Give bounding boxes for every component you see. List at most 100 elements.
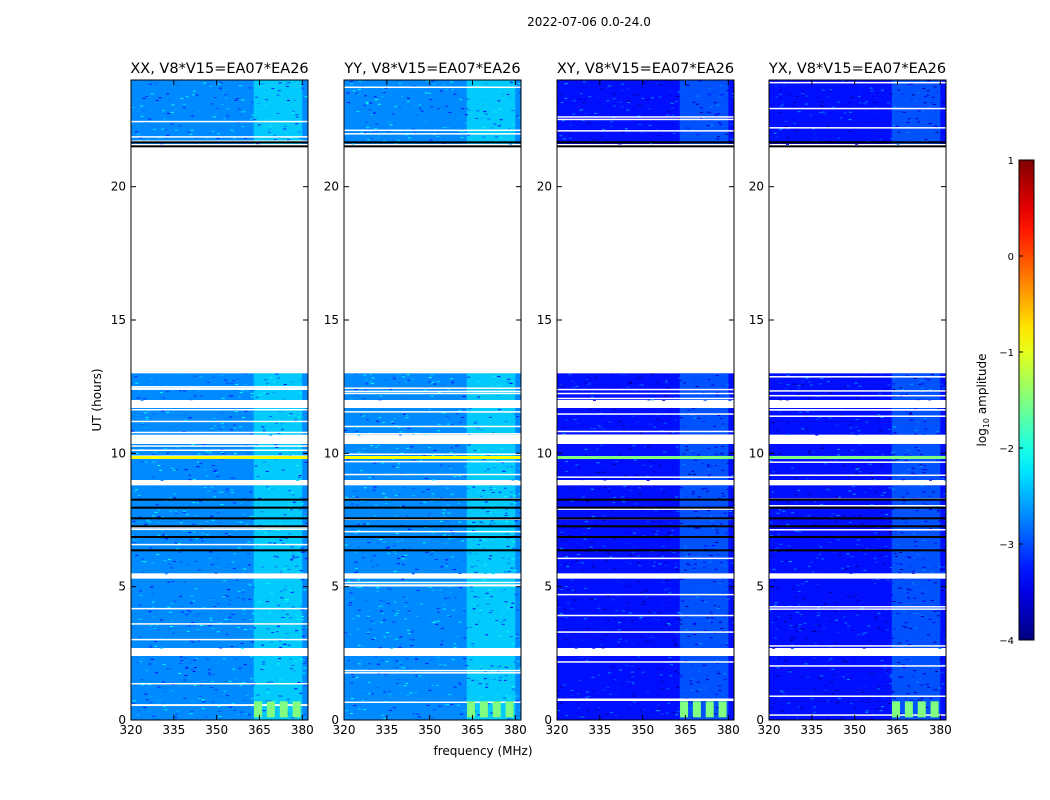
noise-speckle [376, 564, 380, 566]
noise-speckle [794, 478, 798, 480]
noise-speckle [370, 629, 374, 631]
noise-speckle [270, 596, 274, 598]
noise-speckle [137, 604, 141, 606]
noise-speckle [639, 485, 643, 487]
noise-speckle [836, 580, 840, 582]
noise-speckle [454, 597, 458, 599]
noise-speckle [725, 642, 729, 644]
noise-speckle [728, 519, 732, 521]
noise-speckle [640, 616, 644, 618]
noise-speckle [617, 706, 621, 708]
noise-speckle [371, 566, 375, 568]
noise-speckle [649, 416, 653, 418]
noise-speckle [205, 451, 209, 453]
noise-speckle [634, 478, 638, 480]
noise-speckle [717, 677, 721, 679]
noise-speckle [933, 451, 937, 453]
noise-speckle [436, 620, 440, 622]
noise-speckle [559, 135, 563, 137]
noise-speckle [593, 598, 597, 600]
noise-speckle [690, 451, 694, 453]
noise-speckle [352, 678, 356, 680]
noise-speckle [935, 91, 939, 93]
noise-speckle [457, 445, 461, 447]
noise-speckle [214, 469, 218, 471]
noise-speckle [848, 490, 852, 492]
noise-speckle [483, 564, 487, 566]
noise-speckle [355, 92, 359, 94]
noise-speckle [431, 493, 435, 495]
noise-speckle [885, 629, 889, 631]
noise-speckle [779, 640, 783, 642]
noise-speckle [836, 539, 840, 541]
noise-speckle [608, 85, 612, 87]
noise-speckle [816, 396, 820, 398]
noise-speckle [773, 550, 777, 552]
noise-speckle [189, 399, 193, 401]
noise-speckle [720, 453, 724, 455]
noise-speckle [273, 381, 277, 383]
noise-speckle [627, 543, 631, 545]
noise-speckle [382, 422, 386, 424]
noise-speckle [715, 662, 719, 664]
noise-speckle [472, 603, 476, 605]
noise-speckle [579, 686, 583, 688]
noise-speckle [506, 93, 510, 95]
noise-speckle [478, 539, 482, 541]
noise-speckle [674, 478, 678, 480]
noise-speckle [624, 129, 628, 131]
noise-speckle [590, 617, 594, 619]
noise-speckle [515, 100, 519, 102]
noise-speckle [882, 459, 886, 461]
noise-speckle [487, 669, 491, 671]
noise-speckle [135, 452, 139, 454]
noise-speckle [897, 131, 901, 133]
noise-speckle [711, 527, 715, 529]
noise-speckle [432, 83, 436, 85]
noise-speckle [484, 113, 488, 115]
noise-speckle [942, 566, 946, 568]
noise-speckle [703, 687, 707, 689]
noise-speckle [805, 686, 809, 688]
noise-speckle [467, 677, 471, 679]
noise-speckle [652, 618, 656, 620]
noise-speckle [201, 699, 205, 701]
noise-speckle [718, 685, 722, 687]
noise-speckle [814, 524, 818, 526]
noise-speckle [726, 532, 730, 534]
noise-speckle [500, 621, 504, 623]
noise-speckle [650, 566, 654, 568]
noise-speckle [787, 702, 791, 704]
noise-speckle [141, 571, 145, 573]
noise-speckle [459, 587, 463, 589]
rfi-block [266, 701, 275, 718]
noise-speckle [675, 446, 679, 448]
noise-speckle [148, 711, 152, 713]
noise-speckle [376, 444, 380, 446]
noise-speckle [679, 417, 683, 419]
noise-speckle [869, 563, 873, 565]
noise-speckle [939, 687, 943, 689]
noise-speckle [407, 528, 411, 530]
noise-speckle [701, 600, 705, 602]
noise-speckle [599, 701, 603, 703]
noise-speckle [379, 539, 383, 541]
noise-speckle [358, 108, 362, 110]
noise-speckle [663, 422, 667, 424]
noise-speckle [257, 132, 261, 134]
noise-speckle [714, 465, 718, 467]
noise-speckle [716, 607, 720, 609]
noise-speckle [285, 600, 289, 602]
noise-speckle [493, 487, 497, 489]
noise-speckle [655, 465, 659, 467]
noise-speckle [161, 702, 165, 704]
noise-speckle [276, 675, 280, 677]
noise-speckle [831, 383, 835, 385]
noise-speckle [448, 112, 452, 114]
noise-speckle [280, 597, 284, 599]
noise-speckle [630, 684, 634, 686]
noise-speckle [613, 496, 617, 498]
noise-speckle [802, 91, 806, 93]
noise-speckle [631, 683, 635, 685]
noise-speckle [449, 530, 453, 532]
